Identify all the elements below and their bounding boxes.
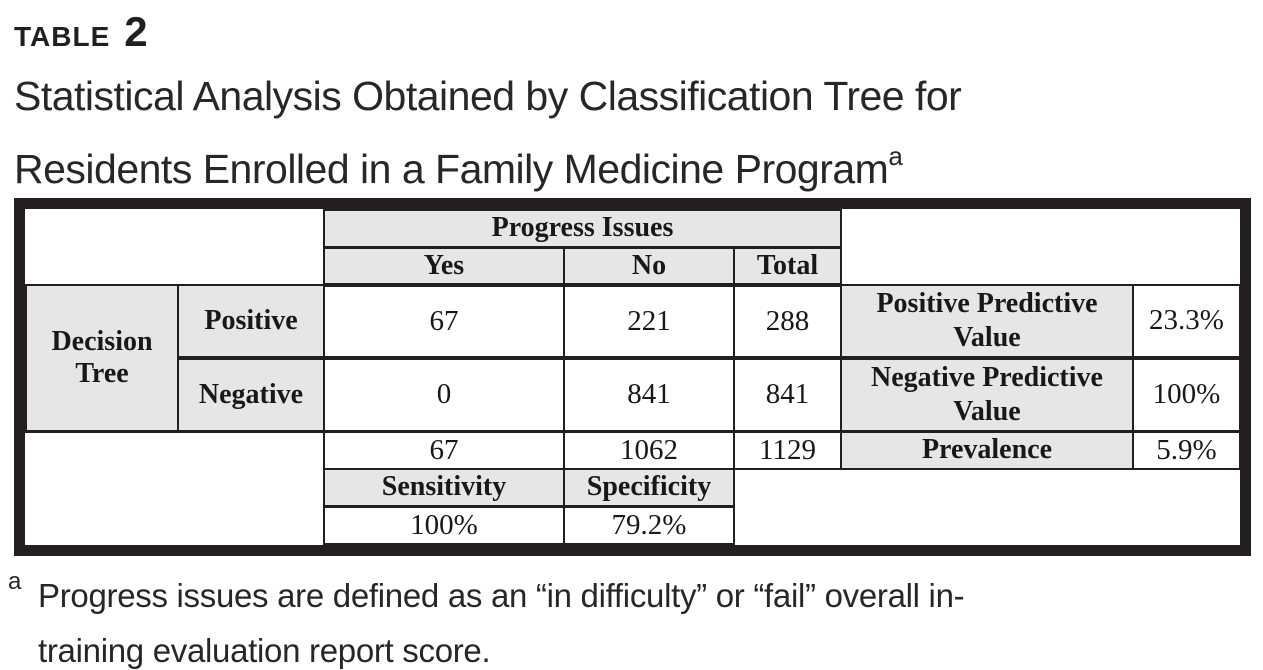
cell-negative-yes: 0 xyxy=(323,356,565,433)
cell-positive-yes: 67 xyxy=(323,283,565,360)
cell-prevalence-value: 5.9% xyxy=(1132,430,1241,470)
table-number: 2 xyxy=(124,8,148,55)
table-title: Statistical Analysis Obtained by Classif… xyxy=(14,66,1254,199)
cell-sensitivity-value: 100% xyxy=(323,505,565,545)
cell-specificity-value: 79.2% xyxy=(563,505,735,545)
cell-totals-yes: 67 xyxy=(323,430,565,470)
cell-npv-label: Negative Predictive Value xyxy=(840,356,1134,433)
footnote-text: Progress issues are defined as an “in di… xyxy=(38,568,965,670)
cell-positive-total: 288 xyxy=(733,283,842,360)
cell-empty-bottom-right xyxy=(734,468,1240,544)
cell-total-header: Total xyxy=(733,246,842,287)
row-column-headers: Yes No Total xyxy=(26,246,1240,287)
row-negative: Negative 0 841 841 Negative Predictive V… xyxy=(26,356,1241,433)
table-caption: TABLE 2 Statistical Analysis Obtained by… xyxy=(14,8,1254,199)
cell-progress-issues-header: Progress Issues xyxy=(323,209,842,249)
cell-totals-no: 1062 xyxy=(563,430,735,470)
cell-ppv-value: 23.3% xyxy=(1132,283,1241,360)
row-progress-issues-header: Progress Issues xyxy=(26,209,1240,285)
footnote-line2: training evaluation report score. xyxy=(38,632,491,669)
statistics-table: Progress Issues Yes No Total Decision Tr… xyxy=(25,209,1241,545)
table-label: TABLE xyxy=(14,21,111,52)
cell-negative-no: 841 xyxy=(563,356,735,433)
cell-no-header: No xyxy=(563,246,735,287)
cell-sensitivity-label: Sensitivity xyxy=(323,467,565,508)
cell-yes-header: Yes xyxy=(323,246,565,287)
cell-ppv-label: Positive Predictive Value xyxy=(840,283,1134,360)
cell-empty-top-right xyxy=(841,210,1240,285)
cell-positive-header: Positive xyxy=(177,283,325,360)
row-sensitivity-specificity-headers: Sensitivity Specificity xyxy=(26,467,1240,544)
row-sensitivity-specificity-values: 100% 79.2% xyxy=(26,505,1240,545)
table-label-row: TABLE 2 xyxy=(14,8,1254,56)
cell-specificity-label: Specificity xyxy=(563,467,735,508)
footnote-marker: a xyxy=(8,568,22,595)
row-totals-prevalence: 67 1062 1129 Prevalence 5.9% xyxy=(26,430,1241,544)
cell-decision-tree-header: Decision Tree xyxy=(25,283,179,433)
cell-negative-header: Negative xyxy=(177,356,325,433)
table-title-line1: Statistical Analysis Obtained by Classif… xyxy=(14,73,962,119)
cell-positive-no: 221 xyxy=(563,283,735,360)
cell-empty-top-left xyxy=(26,210,324,285)
cell-totals-total: 1129 xyxy=(733,430,842,470)
table-footnote: a Progress issues are defined as an “in … xyxy=(8,568,1188,670)
table-title-footnote-marker: a xyxy=(888,141,903,171)
statistics-table-frame: Progress Issues Yes No Total Decision Tr… xyxy=(14,198,1251,556)
row-positive: Decision Tree Positive 67 221 288 Positi… xyxy=(25,283,1241,433)
footnote-line1: Progress issues are defined as an “in di… xyxy=(38,577,965,614)
cell-prevalence-label: Prevalence xyxy=(840,430,1134,470)
cell-npv-value: 100% xyxy=(1132,356,1241,433)
cell-empty-bottom-left xyxy=(26,431,324,544)
table-title-line2: Residents Enrolled in a Family Medicine … xyxy=(14,146,889,192)
cell-negative-total: 841 xyxy=(733,356,842,433)
